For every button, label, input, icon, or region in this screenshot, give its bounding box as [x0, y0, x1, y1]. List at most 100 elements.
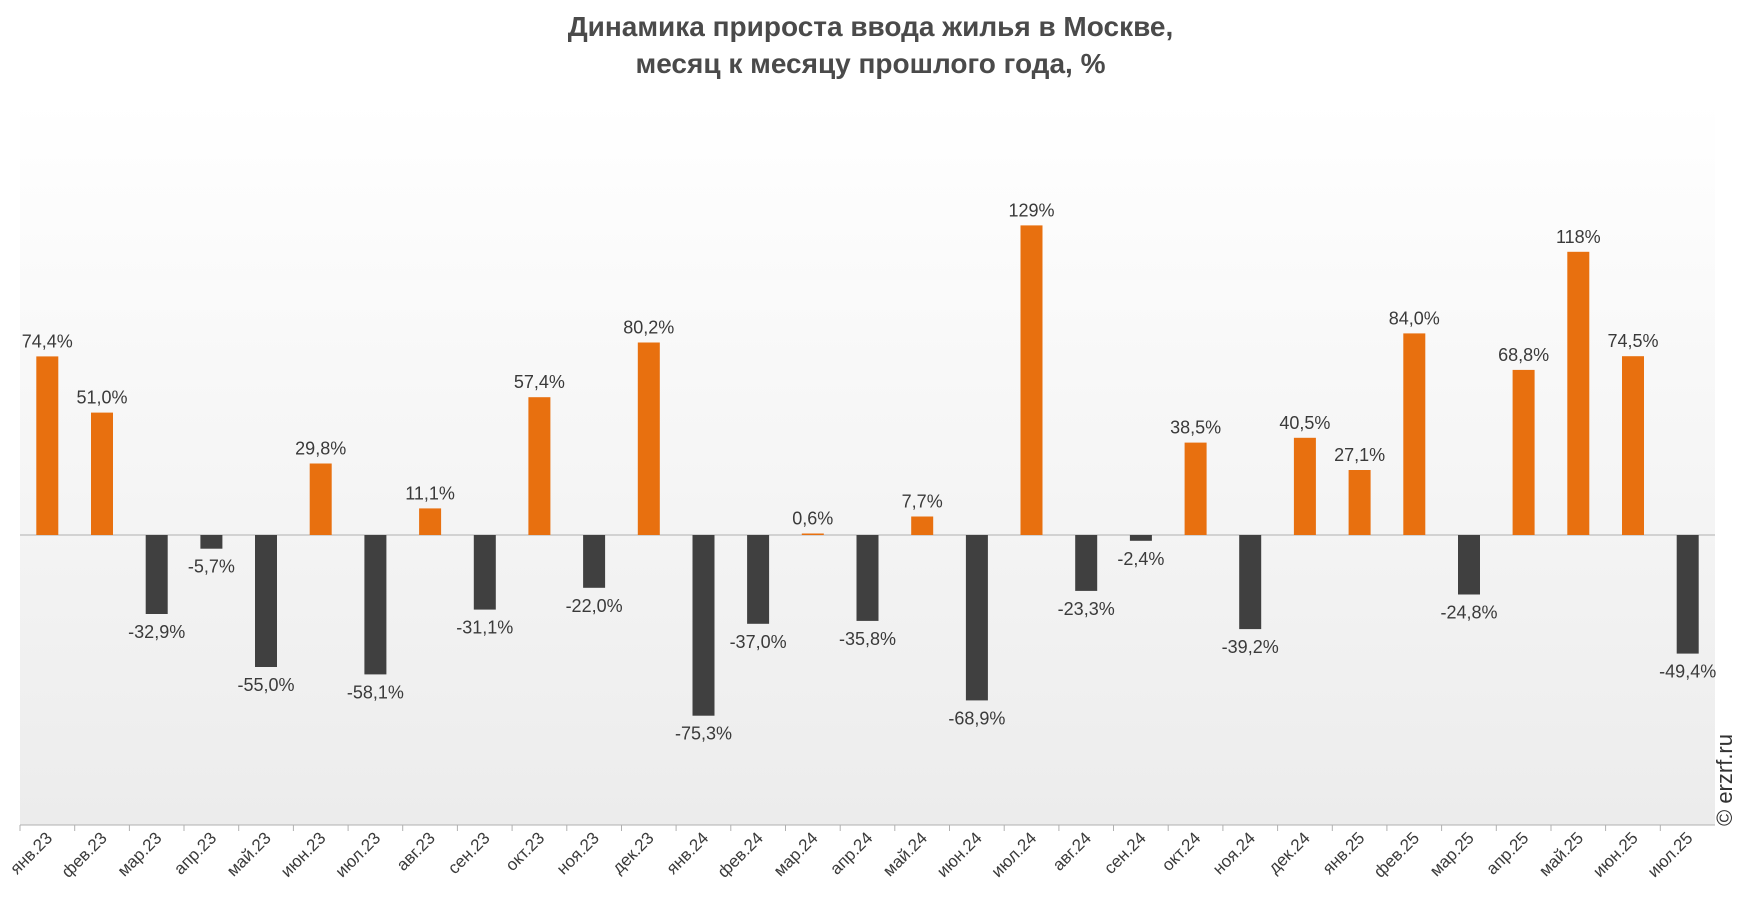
- bar-янв.24: [692, 535, 715, 716]
- chart-title-line-2: месяц к месяцу прошлого года, %: [635, 48, 1106, 79]
- bar-июн.24: [965, 535, 988, 701]
- bar-июн.23: [309, 463, 332, 535]
- data-label-апр.25: 68,8%: [1498, 345, 1549, 365]
- x-tick-label-июл.25: июл.25: [1644, 828, 1697, 881]
- bar-июл.23: [364, 535, 387, 675]
- data-labels-group: 74,4% 51,0% -32,9% -5,7% -55,0% 29,8% -58,1% 11…: [22, 200, 1716, 743]
- data-label-июн.24: -68,9%: [948, 708, 1005, 728]
- bar-апр.23: [200, 535, 223, 549]
- x-tick-label-май.23: май.23: [223, 828, 275, 880]
- x-tick-label-июл.24: июл.24: [988, 828, 1041, 881]
- x-tick-label-ноя.24: ноя.24: [1209, 828, 1259, 878]
- bar-фев.24: [747, 535, 770, 624]
- data-label-май.23: -55,0%: [237, 675, 294, 695]
- bar-окт.23: [528, 397, 551, 535]
- bar-сен.23: [473, 535, 496, 610]
- x-tick-label-июн.24: июн.24: [933, 828, 986, 881]
- bar-авг.23: [419, 508, 442, 535]
- data-label-ноя.24: -39,2%: [1222, 637, 1279, 657]
- x-tick-label-апр.23: апр.23: [170, 828, 220, 878]
- bars-group: [20, 225, 1715, 716]
- bar-фев.25: [1403, 333, 1426, 535]
- chart-title: Динамика прироста ввода жилья в Москве, …: [0, 8, 1741, 82]
- data-label-ноя.23: -22,0%: [566, 596, 623, 616]
- x-tick-label-ноя.23: ноя.23: [553, 828, 603, 878]
- x-tick-label-июн.23: июн.23: [277, 828, 330, 881]
- x-tick-label-май.25: май.25: [1535, 828, 1587, 880]
- bar-мар.25: [1458, 535, 1480, 595]
- bar-дек.23: [637, 342, 660, 535]
- data-label-июл.23: -58,1%: [347, 682, 404, 702]
- data-label-авг.23: 11,1%: [405, 483, 455, 503]
- x-tick-label-сен.23: сен.23: [444, 828, 493, 877]
- x-tick-label-окт.23: окт.23: [502, 828, 548, 874]
- x-tick-label-мар.25: мар.25: [1426, 828, 1478, 880]
- x-tick-label-дек.23: дек.23: [609, 828, 658, 877]
- data-label-июл.25: -49,4%: [1659, 662, 1716, 682]
- bar-июн.25: [1622, 356, 1644, 535]
- x-tick-label-фев.25: фев.25: [1370, 828, 1423, 881]
- bar-апр.25: [1512, 369, 1535, 535]
- data-label-сен.23: -31,1%: [456, 618, 513, 638]
- x-tick-label-фев.24: фев.24: [714, 828, 767, 881]
- data-label-дек.23: 80,2%: [623, 318, 674, 338]
- x-tick-label-янв.23: янв.23: [6, 828, 56, 878]
- chart-title-line-1: Динамика прироста ввода жилья в Москве,: [567, 11, 1174, 42]
- data-label-июн.23: 29,8%: [295, 439, 346, 459]
- x-tick-label-июн.25: июн.25: [1589, 828, 1642, 881]
- x-tick-label-янв.25: янв.25: [1319, 828, 1369, 878]
- data-label-фев.24: -37,0%: [730, 632, 787, 652]
- data-label-окт.24: 38,5%: [1170, 418, 1221, 438]
- x-tick-label-апр.25: апр.25: [1482, 828, 1532, 878]
- bar-май.23: [255, 535, 277, 667]
- x-tick-label-мар.23: мар.23: [114, 828, 166, 880]
- plot-area: [20, 100, 1715, 825]
- x-tick-label-янв.24: янв.24: [663, 828, 713, 878]
- bar-ноя.24: [1239, 535, 1262, 630]
- x-tick-label-авг.24: авг.24: [1049, 828, 1095, 874]
- data-label-май.25: 118%: [1556, 227, 1601, 247]
- data-label-апр.24: -35,8%: [839, 629, 896, 649]
- x-tick-label-дек.24: дек.24: [1265, 828, 1314, 877]
- bar-июл.25: [1676, 535, 1699, 654]
- data-label-фев.25: 84,0%: [1389, 308, 1440, 328]
- data-label-июн.25: 74,5%: [1607, 331, 1658, 351]
- x-tick-label-авг.23: авг.23: [393, 828, 439, 874]
- data-label-окт.23: 57,4%: [514, 372, 565, 392]
- bar-май.24: [911, 516, 934, 535]
- data-label-фев.23: 51,0%: [76, 388, 127, 408]
- bar-май.25: [1567, 251, 1590, 536]
- data-label-июл.24: 129%: [1008, 200, 1054, 220]
- bar-янв.23: [36, 356, 59, 535]
- x-tick-label-мар.24: мар.24: [770, 828, 822, 880]
- data-label-апр.23: -5,7%: [188, 557, 235, 577]
- bar-дек.24: [1293, 437, 1316, 535]
- data-label-май.24: 7,7%: [902, 492, 943, 512]
- bar-ноя.23: [583, 535, 606, 588]
- x-tick-label-апр.24: апр.24: [826, 828, 876, 878]
- data-label-мар.23: -32,9%: [128, 622, 185, 642]
- bar-мар.23: [145, 535, 168, 614]
- bar-июл.24: [1020, 225, 1043, 535]
- data-label-дек.24: 40,5%: [1279, 413, 1330, 433]
- bar-мар.24: [801, 533, 824, 535]
- x-axis: янв.23 фев.23 мар.23 апр.23 май.23 июн.23 июл.…: [6, 824, 1715, 882]
- watermark: © erzrf.ru: [1712, 734, 1737, 826]
- x-tick-label-сен.24: сен.24: [1100, 828, 1149, 877]
- data-label-сен.24: -2,4%: [1117, 549, 1164, 569]
- data-label-мар.25: -24,8%: [1440, 603, 1497, 623]
- bar-окт.24: [1184, 442, 1207, 535]
- bar-апр.24: [856, 535, 879, 621]
- bar-янв.25: [1348, 470, 1371, 535]
- x-tick-label-июл.23: июл.23: [332, 828, 385, 881]
- x-tick-label-окт.24: окт.24: [1158, 828, 1204, 874]
- data-label-янв.23: 74,4%: [22, 331, 73, 351]
- bar-сен.24: [1129, 535, 1152, 541]
- data-label-мар.24: 0,6%: [792, 509, 833, 529]
- bar-фев.23: [91, 412, 113, 535]
- data-label-авг.24: -23,3%: [1058, 599, 1115, 619]
- data-label-янв.24: -75,3%: [675, 724, 732, 744]
- data-label-янв.25: 27,1%: [1334, 445, 1385, 465]
- bar-авг.24: [1075, 535, 1098, 591]
- x-tick-label-фев.23: фев.23: [58, 828, 111, 881]
